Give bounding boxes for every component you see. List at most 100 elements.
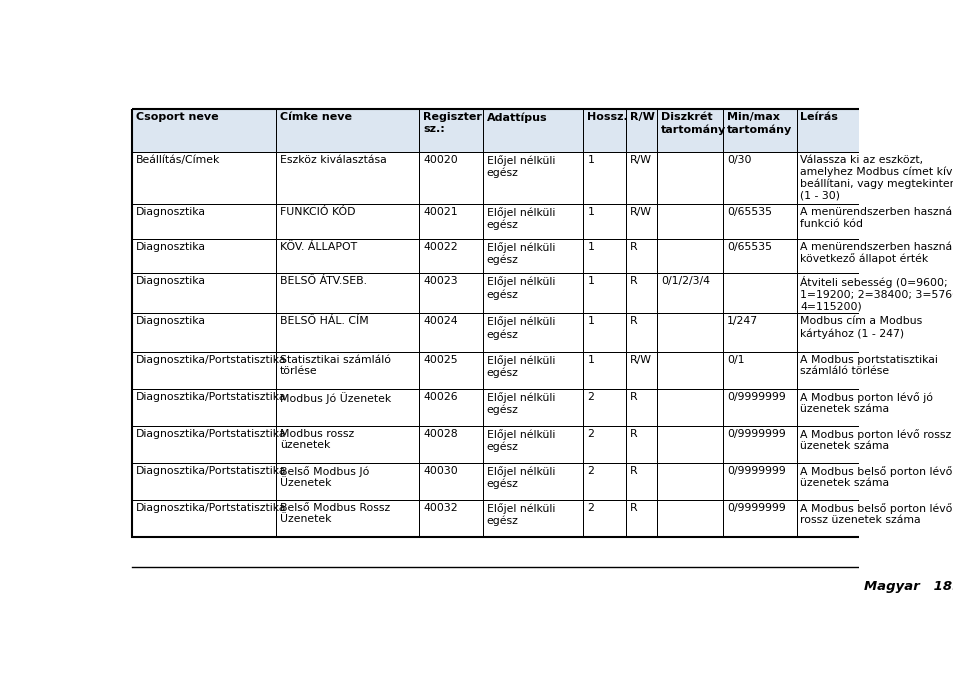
Text: R/W: R/W bbox=[629, 155, 651, 165]
Bar bbox=[418, 109, 482, 151]
Bar bbox=[625, 352, 657, 389]
Text: 1: 1 bbox=[587, 207, 594, 217]
Bar bbox=[796, 352, 953, 389]
Text: 2: 2 bbox=[587, 503, 594, 513]
Text: A Modbus portstatisztikai
számláló törlése: A Modbus portstatisztikai számláló törlé… bbox=[800, 355, 938, 376]
Bar bbox=[482, 389, 583, 426]
Bar bbox=[796, 109, 953, 151]
Bar bbox=[722, 426, 796, 462]
Bar bbox=[418, 239, 482, 273]
Text: A menürendszerben használt
következő állapot érték: A menürendszerben használt következő áll… bbox=[800, 242, 953, 264]
Bar bbox=[625, 151, 657, 204]
Bar bbox=[418, 273, 482, 314]
Text: R: R bbox=[629, 316, 637, 326]
Text: 0/9999999: 0/9999999 bbox=[726, 429, 784, 439]
Bar bbox=[418, 151, 482, 204]
Text: 1/247: 1/247 bbox=[726, 316, 758, 326]
Bar bbox=[722, 151, 796, 204]
Text: 40025: 40025 bbox=[422, 355, 457, 365]
Text: Előjel nélküli
egész: Előjel nélküli egész bbox=[486, 466, 555, 489]
Text: Diagnosztika: Diagnosztika bbox=[136, 207, 206, 217]
Text: R: R bbox=[629, 392, 637, 402]
Bar bbox=[482, 426, 583, 462]
Bar bbox=[583, 499, 625, 536]
Bar bbox=[583, 389, 625, 426]
Text: Modbus rossz
üzenetek: Modbus rossz üzenetek bbox=[279, 429, 354, 450]
Text: R: R bbox=[629, 503, 637, 513]
Bar bbox=[625, 462, 657, 499]
Text: 0/1: 0/1 bbox=[726, 355, 743, 365]
Bar bbox=[796, 109, 953, 151]
Text: 0/9999999: 0/9999999 bbox=[726, 503, 784, 513]
Bar bbox=[722, 462, 796, 499]
Bar bbox=[796, 314, 953, 352]
Text: Előjel nélküli
egész: Előjel nélküli egész bbox=[486, 277, 555, 299]
Bar bbox=[657, 151, 722, 204]
Bar bbox=[583, 314, 625, 352]
Bar bbox=[482, 352, 583, 389]
Bar bbox=[625, 389, 657, 426]
Bar bbox=[657, 314, 722, 352]
Text: Előjel nélküli
egész: Előjel nélküli egész bbox=[486, 155, 555, 178]
Bar bbox=[132, 426, 275, 462]
Bar bbox=[132, 462, 275, 499]
Bar bbox=[275, 239, 418, 273]
Bar bbox=[796, 239, 953, 273]
Text: Átviteli sebesség (0=9600;
1=19200; 2=38400; 3=57600;
4=115200): Átviteli sebesség (0=9600; 1=19200; 2=38… bbox=[800, 277, 953, 312]
Bar bbox=[625, 239, 657, 273]
Text: Modbus Jó Üzenetek: Modbus Jó Üzenetek bbox=[279, 392, 391, 404]
Bar bbox=[722, 352, 796, 389]
Bar bbox=[657, 352, 722, 389]
Bar bbox=[132, 499, 275, 536]
Bar bbox=[482, 273, 583, 314]
Text: Diagnosztika: Diagnosztika bbox=[136, 277, 206, 286]
Bar bbox=[275, 273, 418, 314]
Bar bbox=[657, 389, 722, 426]
Bar bbox=[418, 204, 482, 239]
Bar bbox=[722, 314, 796, 352]
Text: BELSŐ HÁL. CÍM: BELSŐ HÁL. CÍM bbox=[279, 316, 368, 326]
Text: KÖV. ÁLLAPOT: KÖV. ÁLLAPOT bbox=[279, 242, 356, 252]
Bar bbox=[275, 389, 418, 426]
Text: Modbus cím a Modbus
kártyához (1 - 247): Modbus cím a Modbus kártyához (1 - 247) bbox=[800, 316, 922, 339]
Bar bbox=[722, 499, 796, 536]
Bar bbox=[583, 273, 625, 314]
Text: Előjel nélküli
egész: Előjel nélküli egész bbox=[486, 392, 555, 415]
Text: Regiszter
sz.:: Regiszter sz.: bbox=[422, 112, 481, 134]
Text: Belső Modbus Rossz
Üzenetek: Belső Modbus Rossz Üzenetek bbox=[279, 503, 390, 524]
Bar bbox=[625, 499, 657, 536]
Text: 2: 2 bbox=[587, 392, 594, 402]
Bar bbox=[418, 314, 482, 352]
Bar bbox=[583, 109, 625, 151]
Bar bbox=[482, 151, 583, 204]
Text: 1: 1 bbox=[587, 316, 594, 326]
Text: Diagnosztika/Portstatisztika: Diagnosztika/Portstatisztika bbox=[136, 503, 287, 513]
Text: 1: 1 bbox=[587, 355, 594, 365]
Text: 40030: 40030 bbox=[422, 466, 457, 476]
Bar bbox=[722, 273, 796, 314]
Text: Előjel nélküli
egész: Előjel nélküli egész bbox=[486, 355, 555, 378]
Bar bbox=[657, 239, 722, 273]
Bar bbox=[657, 499, 722, 536]
Text: Hossz.: Hossz. bbox=[587, 112, 627, 122]
Bar bbox=[132, 389, 275, 426]
Text: 1: 1 bbox=[587, 277, 594, 286]
Bar bbox=[625, 109, 657, 151]
Bar bbox=[796, 426, 953, 462]
Text: Előjel nélküli
egész: Előjel nélküli egész bbox=[486, 503, 555, 526]
Text: A Modbus porton lévő rossz
üzenetek száma: A Modbus porton lévő rossz üzenetek szám… bbox=[800, 429, 951, 452]
Bar bbox=[418, 499, 482, 536]
Text: 40026: 40026 bbox=[422, 392, 457, 402]
Bar bbox=[583, 239, 625, 273]
Text: 0/65535: 0/65535 bbox=[726, 242, 771, 252]
Bar bbox=[625, 273, 657, 314]
Text: Előjel nélküli
egész: Előjel nélküli egész bbox=[486, 242, 555, 265]
Text: Válassza ki az eszközt,
amelyhez Modbus címet kíván
beállítani, vagy megtekinten: Válassza ki az eszközt, amelyhez Modbus … bbox=[800, 155, 953, 201]
Text: A Modbus belső porton lévő jó
üzenetek száma: A Modbus belső porton lévő jó üzenetek s… bbox=[800, 466, 953, 489]
Bar bbox=[132, 239, 275, 273]
Bar bbox=[625, 204, 657, 239]
Bar bbox=[482, 462, 583, 499]
Bar bbox=[657, 109, 722, 151]
Text: 2: 2 bbox=[587, 429, 594, 439]
Text: 40024: 40024 bbox=[422, 316, 457, 326]
